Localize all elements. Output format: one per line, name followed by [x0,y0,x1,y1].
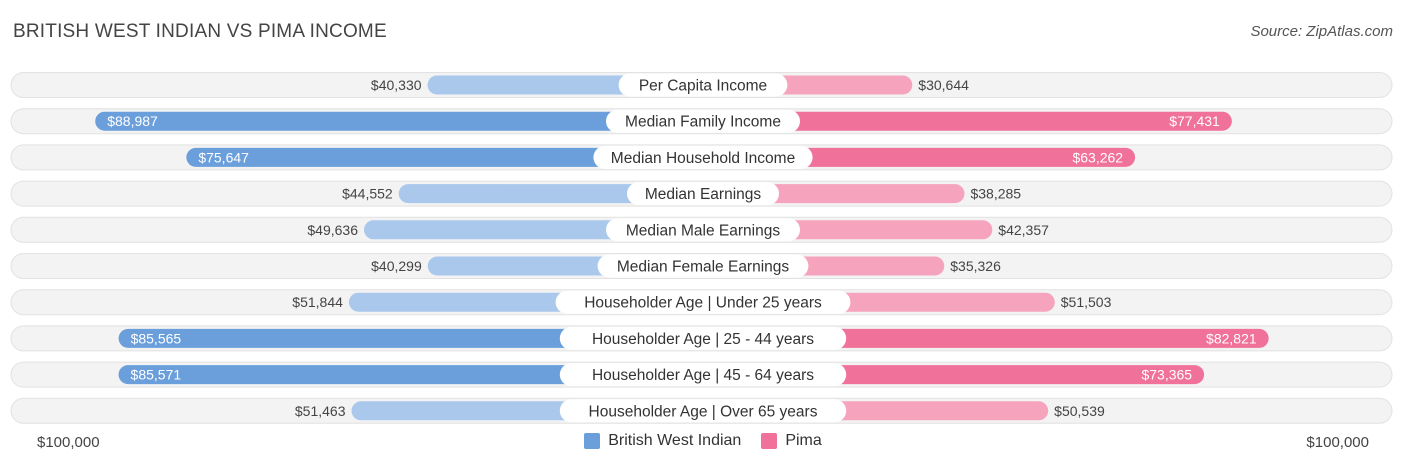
value-label-british-west-indian-median-male-earnings: $49,636 [307,222,358,238]
category-label-householder-age-25-44-years: Householder Age | 25 - 44 years [592,331,814,348]
value-label-british-west-indian-median-household-income: $75,647 [198,149,249,165]
value-label-british-west-indian-householder-age-45-64-years: $85,571 [131,367,182,383]
category-label-householder-age-over-65-years: Householder Age | Over 65 years [589,403,818,420]
chart-area: $40,330 $30,644 Per Capita Income $88,987 $7… [10,72,1393,424]
legend: British West Indian Pima [0,432,1406,450]
bar-british-west-indian-householder-age-45-64-years [118,365,704,385]
value-label-british-west-indian-per-capita-income: $40,330 [371,77,422,93]
bar-british-west-indian-median-household-income [186,147,703,167]
value-label-pima-median-household-income: $63,262 [1072,149,1123,165]
category-pill-per-capita-income [618,73,788,97]
value-label-pima-per-capita-income: $30,644 [918,77,969,93]
value-label-pima-householder-age-25-44-years: $82,821 [1206,330,1257,346]
category-label-median-earnings: Median Earnings [645,186,762,203]
category-pill-median-household-income [593,145,813,169]
legend-label-british-west-indian: British West Indian [608,432,742,449]
value-label-british-west-indian-median-family-income: $88,987 [107,113,158,129]
category-label-median-female-earnings: Median Female Earnings [617,259,790,276]
category-pill-householder-age-45-64-years [559,363,847,387]
category-pill-householder-age-25-44-years [559,326,847,350]
value-label-pima-median-male-earnings: $42,357 [998,222,1049,238]
value-label-british-west-indian-householder-age-25-44-years: $85,565 [131,330,182,346]
category-pill-householder-age-over-65-years [559,399,847,423]
legend-item-pima[interactable]: Pima [761,432,822,450]
legend-swatch-pima [761,433,778,449]
bar-british-west-indian-householder-age-25-44-years [118,328,703,348]
bar-british-west-indian-median-earnings [398,184,703,204]
source-label: Source: ZipAtlas.com [1250,23,1393,40]
legend-label-pima: Pima [785,432,822,449]
axis-right-label: $100,000 [1306,434,1369,451]
category-label-householder-age-45-64-years: Householder Age | 45 - 64 years [592,367,814,384]
category-label-median-family-income: Median Family Income [625,114,781,131]
value-label-british-west-indian-median-female-earnings: $40,299 [371,258,422,274]
category-pill-median-family-income [606,109,800,133]
value-label-pima-householder-age-over-65-years: $50,539 [1054,403,1105,419]
value-label-pima-median-female-earnings: $35,326 [950,258,1001,274]
category-pill-median-earnings [627,182,779,206]
category-label-median-male-earnings: Median Male Earnings [626,222,780,239]
category-label-householder-age-under-25-years: Householder Age | Under 25 years [584,295,822,312]
chart-title: BRITISH WEST INDIAN VS PIMA INCOME [13,21,387,42]
value-label-pima-median-family-income: $77,431 [1169,113,1220,129]
bar-pima-median-family-income [703,111,1232,131]
legend-item-british-west-indian[interactable]: British West Indian [584,432,741,450]
value-label-pima-householder-age-45-64-years: $73,365 [1141,367,1192,383]
category-label-median-household-income: Median Household Income [611,150,795,167]
axis-left-label: $100,000 [37,434,100,451]
value-label-british-west-indian-householder-age-under-25-years: $51,844 [292,294,343,310]
category-pill-householder-age-under-25-years [555,290,851,314]
category-label-per-capita-income: Per Capita Income [639,78,767,95]
category-pill-median-female-earnings [597,254,809,278]
bar-british-west-indian-median-family-income [95,111,703,131]
value-label-pima-householder-age-under-25-years: $51,503 [1061,294,1112,310]
category-pill-median-male-earnings [606,218,800,242]
legend-swatch-british-west-indian [584,433,601,449]
value-label-pima-median-earnings: $38,285 [970,186,1021,202]
value-label-british-west-indian-householder-age-over-65-years: $51,463 [295,403,346,419]
value-label-british-west-indian-median-earnings: $44,552 [342,186,393,202]
